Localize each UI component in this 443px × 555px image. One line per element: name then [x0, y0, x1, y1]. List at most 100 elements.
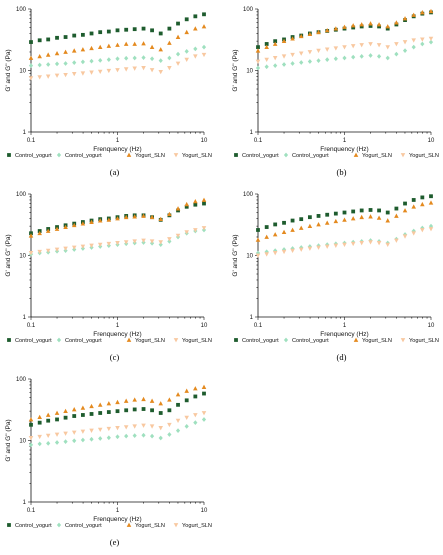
- data-point: [420, 195, 425, 200]
- data-point: [123, 214, 129, 220]
- data-point: [290, 218, 295, 223]
- data-point: [28, 55, 34, 60]
- data-point: [141, 407, 146, 411]
- data-point: [316, 29, 321, 35]
- data-point: [184, 388, 189, 393]
- data-point: [115, 434, 120, 440]
- data-point: [89, 70, 94, 75]
- data-point: [158, 58, 163, 63]
- data-point: [350, 241, 356, 247]
- y-tick-label: 10: [19, 69, 26, 75]
- y-tick-label: 100: [16, 192, 27, 198]
- data-point: [106, 426, 112, 432]
- data-point: [28, 442, 34, 448]
- data-point: [149, 56, 155, 62]
- data-point: [193, 413, 198, 418]
- data-point: [403, 201, 407, 206]
- data-point: [167, 40, 172, 45]
- data-point: [376, 215, 382, 220]
- legend-label: Control_yogurt: [15, 338, 52, 344]
- data-point: [350, 23, 356, 28]
- data-point: [141, 26, 146, 31]
- legend-marker: [283, 152, 289, 158]
- data-point: [106, 241, 112, 247]
- data-point: [28, 436, 34, 441]
- data-point: [167, 422, 172, 428]
- x-axis-title: Frenquency (Hz): [93, 331, 141, 338]
- data-point: [333, 243, 339, 248]
- data-point: [72, 60, 77, 66]
- x-tick-label: 0.1: [27, 138, 36, 144]
- data-point: [201, 417, 207, 422]
- legend-marker: [400, 338, 406, 343]
- data-point: [45, 433, 51, 439]
- data-point: [80, 71, 86, 76]
- data-point: [175, 428, 181, 433]
- data-point: [29, 40, 33, 44]
- legend-marker: [7, 338, 11, 342]
- data-point: [290, 36, 295, 41]
- data-point: [80, 413, 85, 417]
- legend-marker: [353, 152, 359, 157]
- data-point: [299, 245, 304, 250]
- data-point: [63, 49, 68, 54]
- data-point: [175, 34, 181, 39]
- data-point: [89, 243, 94, 248]
- data-point: [264, 225, 269, 229]
- data-point: [63, 72, 68, 78]
- data-point: [71, 430, 77, 435]
- data-point: [184, 17, 189, 22]
- data-point: [28, 63, 34, 69]
- data-point: [272, 232, 278, 237]
- data-point: [28, 233, 34, 238]
- data-point: [290, 227, 295, 232]
- data-point: [167, 397, 172, 402]
- legend-marker: [173, 523, 179, 528]
- data-point: [368, 240, 373, 245]
- data-point: [377, 208, 381, 213]
- data-point: [158, 411, 163, 415]
- data-point: [149, 239, 155, 244]
- data-point: [80, 437, 85, 443]
- data-point: [71, 245, 77, 250]
- data-point: [37, 414, 42, 420]
- data-point: [97, 44, 103, 50]
- y-tick-label: 100: [243, 7, 254, 13]
- data-point: [54, 50, 60, 56]
- data-point: [158, 240, 164, 245]
- legend-marker: [234, 338, 238, 342]
- data-point: [420, 41, 425, 47]
- data-point: [264, 57, 269, 63]
- data-point: [158, 426, 164, 431]
- data-point: [141, 55, 146, 60]
- data-point: [184, 204, 189, 209]
- data-point: [141, 238, 146, 243]
- data-point: [272, 41, 278, 46]
- data-point: [54, 440, 60, 445]
- data-point: [428, 39, 434, 45]
- data-point: [256, 45, 260, 50]
- data-point: [402, 16, 408, 21]
- data-point: [141, 396, 146, 402]
- legend-label: Yogurt_SLN: [182, 523, 212, 529]
- data-point: [350, 44, 356, 49]
- legend-marker: [234, 153, 238, 157]
- data-point: [368, 208, 373, 212]
- data-point: [45, 248, 51, 254]
- data-point: [175, 51, 181, 57]
- data-point: [184, 398, 189, 403]
- data-point: [411, 204, 416, 209]
- data-point: [176, 402, 180, 407]
- data-point: [141, 213, 146, 218]
- data-point: [298, 51, 304, 56]
- legend-label: Control_yogurt: [65, 338, 102, 344]
- x-tick-label: 1: [343, 138, 347, 144]
- data-point: [307, 50, 313, 55]
- y-tick-label: 10: [246, 254, 253, 260]
- data-point: [80, 244, 86, 249]
- data-point: [299, 60, 304, 65]
- data-point: [63, 431, 68, 436]
